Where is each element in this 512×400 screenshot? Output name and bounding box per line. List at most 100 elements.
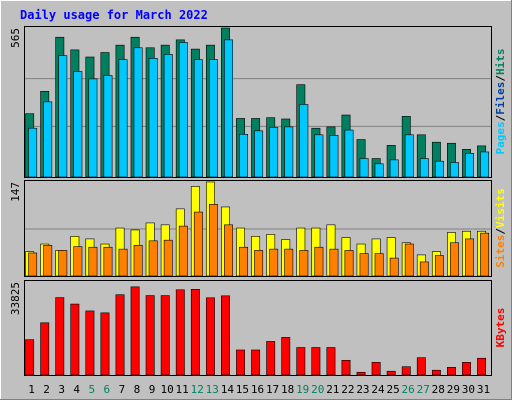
x-tick-label: 22 [341, 383, 354, 396]
bar-pages-day-10 [163, 54, 173, 178]
bar-sites-day-14 [224, 224, 233, 277]
x-tick-label: 6 [104, 383, 111, 396]
x-tick-label: 9 [149, 383, 156, 396]
bar-kbytes-day-18 [281, 337, 291, 376]
bar-pages-day-2 [43, 101, 53, 178]
bar-sites-day-11 [178, 225, 188, 277]
bar-sites-day-17 [269, 248, 279, 277]
bar-kbytes-day-10 [160, 295, 170, 376]
bar-pages-day-1 [28, 127, 38, 178]
bar-pages-day-6 [103, 75, 113, 178]
bar-sites-day-26 [404, 243, 414, 277]
bar-pages-day-16 [254, 130, 264, 178]
bar-sites-day-29 [450, 242, 459, 277]
bar-sites-day-5 [88, 246, 98, 277]
bar-sites-day-21 [329, 248, 339, 277]
y-axis-legend: Pages/Files/Hits [494, 49, 507, 155]
bar-sites-day-23 [359, 253, 369, 277]
bar-kbytes-day-31 [477, 357, 487, 376]
legend-pages: Pages [494, 121, 507, 154]
bar-pages-day-9 [148, 58, 158, 178]
bar-pages-day-12 [193, 59, 203, 178]
bar-sites-day-20 [314, 246, 324, 277]
bar-sites-day-10 [163, 239, 173, 277]
x-tick-label: 1 [28, 383, 35, 396]
x-tick-label: 15 [236, 383, 249, 396]
bar-kbytes-day-2 [40, 322, 50, 376]
x-tick-label: 12 [191, 383, 204, 396]
bar-sites-day-19 [299, 250, 309, 277]
bar-pages-day-18 [284, 126, 294, 178]
bar-kbytes-day-6 [100, 312, 110, 376]
x-tick-label: 18 [281, 383, 294, 396]
x-tick-label: 16 [251, 383, 264, 396]
bar-sites-day-4 [73, 246, 83, 277]
bar-sites-day-31 [480, 232, 490, 277]
bar-kbytes-day-1 [25, 339, 35, 376]
bar-kbytes-day-7 [115, 294, 125, 376]
legend-sites: Sites [494, 235, 507, 268]
bar-pages-day-21 [329, 135, 339, 178]
legend-separator: / [494, 75, 507, 82]
bar-sites-day-13 [208, 204, 218, 277]
x-tick-label: 8 [134, 383, 141, 396]
x-tick-label: 10 [160, 383, 173, 396]
bar-sites-day-2 [43, 245, 53, 277]
legend-hits: Hits [494, 49, 507, 76]
bar-kbytes-day-13 [205, 297, 215, 376]
x-tick-label: 5 [88, 383, 95, 396]
x-tick-label: 20 [311, 383, 324, 396]
bar-kbytes-day-16 [251, 349, 261, 376]
bar-kbytes-day-25 [386, 370, 396, 376]
legend-kbytes: KBytes [494, 308, 507, 348]
bar-sites-day-28 [434, 255, 444, 277]
bar-pages-day-17 [269, 127, 279, 178]
bar-pages-day-14 [224, 39, 233, 178]
panel-frame [24, 180, 492, 277]
legend-files: Files [494, 82, 507, 115]
x-tick-label: 25 [386, 383, 399, 396]
bar-kbytes-day-23 [356, 371, 366, 376]
bar-pages-day-4 [73, 71, 83, 178]
bar-sites-day-15 [239, 246, 249, 277]
bar-pages-day-27 [419, 158, 429, 178]
bar-pages-day-20 [314, 134, 324, 178]
bar-pages-day-30 [465, 152, 474, 178]
panel-2: 147 Sites/Visits [9, 180, 507, 277]
bar-kbytes-day-20 [311, 347, 321, 376]
bar-pages-day-24 [374, 163, 384, 178]
chart-title: Daily usage for March 2022 [20, 8, 208, 22]
legend-visits: Visits [494, 188, 507, 228]
bar-sites-day-8 [133, 245, 143, 277]
x-tick-label: 11 [176, 383, 189, 396]
y-axis-legend: Sites/Visits [494, 188, 507, 268]
x-tick-label: 26 [402, 383, 415, 396]
bar-sites-day-12 [193, 211, 203, 277]
panel-frame [24, 26, 492, 178]
bar-kbytes-day-9 [145, 295, 155, 376]
bar-pages-day-3 [58, 55, 68, 178]
bar-kbytes-day-29 [447, 367, 456, 376]
x-tick-label: 23 [356, 383, 369, 396]
bar-sites-day-3 [58, 250, 68, 277]
bar-pages-day-26 [404, 134, 414, 178]
bar-sites-day-6 [103, 246, 113, 277]
x-tick-label: 3 [58, 383, 65, 396]
bar-sites-day-27 [419, 261, 429, 277]
legend-separator: / [494, 228, 507, 235]
y-max-label: 33825 [9, 282, 22, 315]
x-tick-label: 30 [462, 383, 475, 396]
bar-sites-day-22 [344, 250, 354, 277]
bar-pages-day-7 [118, 59, 128, 178]
bar-pages-day-23 [359, 158, 369, 178]
x-tick-label: 7 [119, 383, 126, 396]
y-axis-legend: KBytes [494, 308, 507, 348]
x-tick-label: 2 [43, 383, 50, 396]
bar-pages-day-29 [450, 162, 459, 178]
y-max-label: 147 [9, 182, 22, 202]
bar-kbytes-day-30 [462, 362, 471, 376]
bar-kbytes-day-24 [371, 361, 381, 376]
bar-kbytes-day-22 [341, 359, 351, 376]
